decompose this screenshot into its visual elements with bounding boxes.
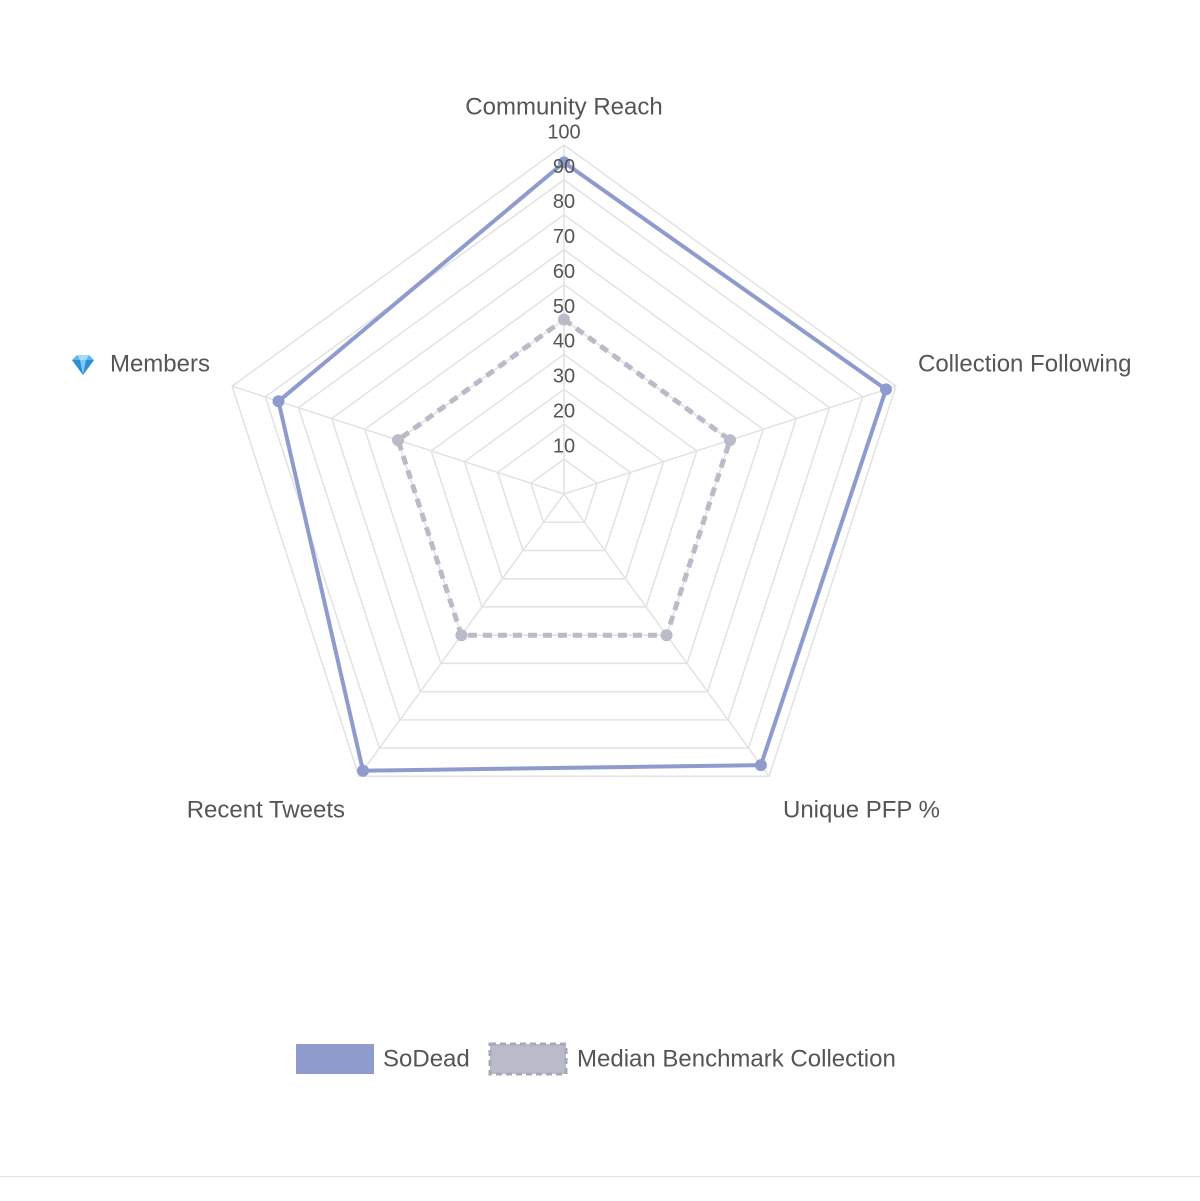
legend-swatch [296, 1044, 374, 1074]
legend-item[interactable]: SoDead [296, 1044, 470, 1074]
radar-axis-labels: Community Reach Collection Following Uniqu… [72, 93, 1131, 823]
axis-label: Recent Tweets [187, 796, 345, 823]
axis-label: Community Reach [465, 93, 662, 120]
series-line [276, 160, 888, 773]
tick-label: 60 [553, 261, 575, 283]
grid-ring-60 [363, 283, 765, 665]
grid-ring-10 [529, 458, 599, 523]
tick-label: 20 [553, 400, 575, 422]
series-0 [272, 156, 892, 777]
data-point[interactable] [357, 764, 369, 777]
axis-label: Collection Following [918, 350, 1131, 377]
axis-label: Unique PFP % [783, 796, 940, 823]
data-point[interactable] [880, 383, 892, 396]
grid-ring-20 [496, 423, 632, 552]
tick-label: 90 [553, 156, 575, 178]
data-point[interactable] [455, 629, 468, 642]
radar-tick-labels: 10 20 30 40 50 60 70 80 90 100 [547, 121, 580, 457]
tick-label: 30 [553, 366, 575, 388]
data-point[interactable] [558, 156, 570, 169]
bottom-divider [0, 1176, 1200, 1177]
data-point[interactable] [272, 395, 285, 408]
data-point[interactable] [660, 629, 673, 642]
data-point[interactable] [754, 759, 767, 772]
series-1 [392, 313, 736, 642]
data-point[interactable] [392, 434, 404, 447]
grid-ring-70 [330, 248, 798, 693]
tick-label: 70 [553, 226, 575, 248]
tick-label: 100 [547, 121, 580, 143]
data-point[interactable] [724, 434, 736, 447]
tick-label: 80 [553, 191, 575, 213]
tick-label: 40 [553, 331, 575, 353]
chart-legend: SoDead Median Benchmark Collection [296, 1042, 896, 1076]
axis-label: Members [110, 350, 210, 377]
legend-swatch [488, 1042, 568, 1076]
grid-ring-30 [463, 388, 665, 580]
tick-label: 50 [553, 296, 575, 318]
legend-label: Median Benchmark Collection [577, 1045, 896, 1072]
radar-series [272, 156, 892, 777]
grid-ring-80 [297, 213, 831, 721]
grid-ring-90 [264, 178, 864, 749]
legend-label: SoDead [383, 1045, 470, 1072]
data-point[interactable] [558, 313, 570, 326]
grid-ring-100 [231, 144, 897, 778]
tick-label: 10 [553, 435, 575, 457]
series-line [395, 317, 733, 638]
gem-icon [72, 355, 94, 375]
legend-item[interactable]: Median Benchmark Collection [488, 1042, 896, 1076]
grid-ring-40 [430, 353, 698, 608]
